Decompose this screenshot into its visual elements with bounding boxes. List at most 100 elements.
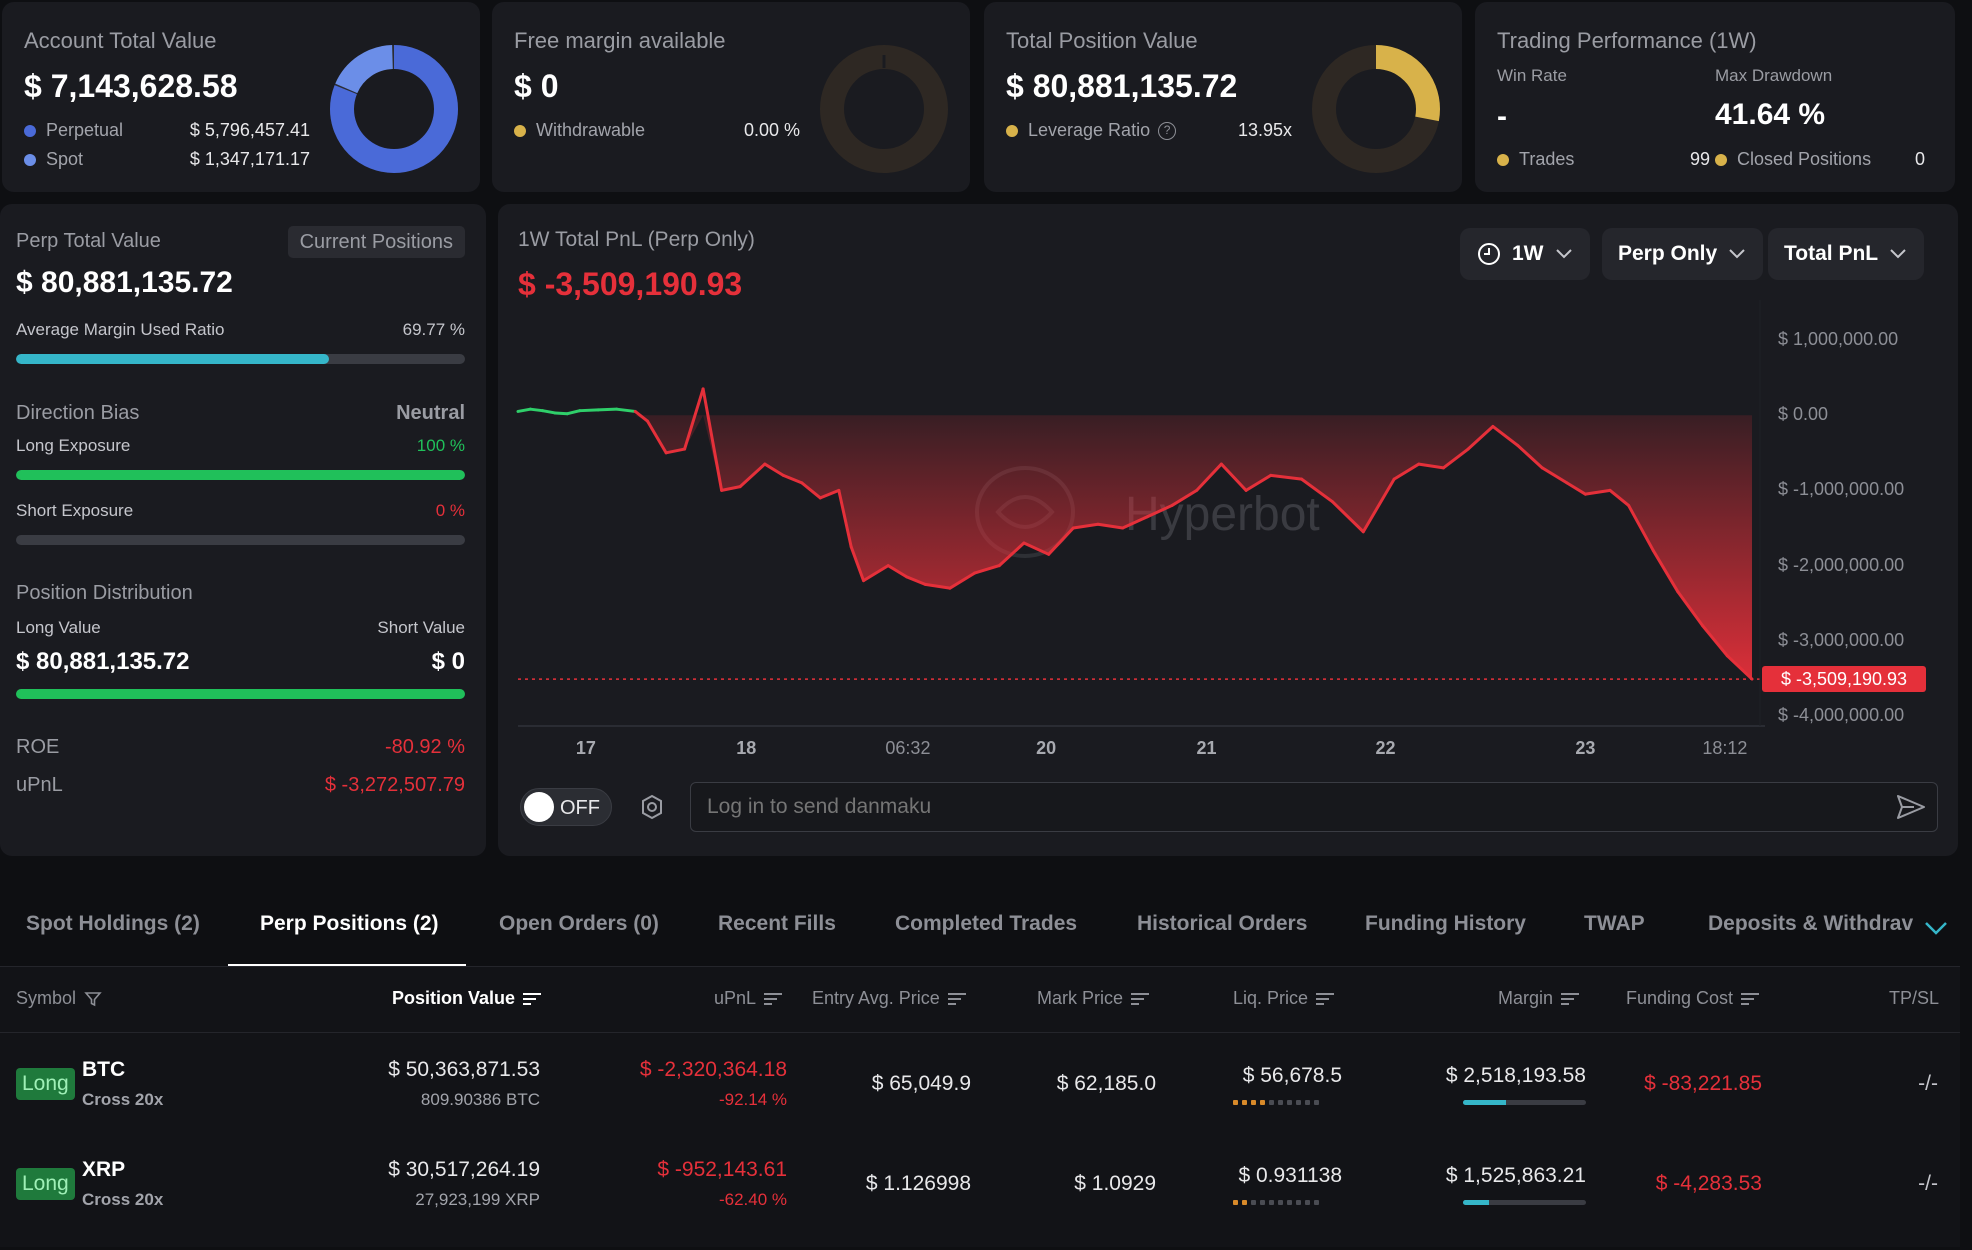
th-symbol-label: Symbol — [16, 988, 77, 1008]
performance-title: Trading Performance (1W) — [1497, 28, 1757, 53]
th-position-value[interactable]: Position Value — [392, 988, 542, 1009]
risk-dot — [1287, 1200, 1292, 1205]
th-symbol[interactable]: Symbol — [16, 988, 102, 1009]
account-total-value: $ 7,143,628.58 — [24, 68, 238, 104]
legend-closed-positions: Closed Positions — [1715, 149, 1871, 170]
danmaku-input[interactable] — [707, 793, 1857, 821]
tab-completed-trades[interactable]: Completed Trades — [895, 912, 1078, 935]
margin-mode: Cross 20x — [82, 1090, 164, 1109]
th-margin[interactable]: Margin — [1498, 988, 1580, 1009]
liq-risk-indicator — [1233, 1100, 1319, 1105]
y-tick-label: $ 1,000,000.00 — [1778, 329, 1899, 349]
perpetual-value: $ 5,796,457.41 — [189, 120, 310, 140]
tab-historical-orders[interactable]: Historical Orders — [1137, 912, 1308, 935]
upnl-value: $ -3,272,507.79 — [324, 774, 465, 796]
long-exposure-bar-fill — [16, 470, 465, 480]
th-mark-label: Mark Price — [1037, 988, 1124, 1008]
chevron-down-icon — [1729, 249, 1745, 259]
th-entry[interactable]: Entry Avg. Price — [812, 988, 966, 1009]
x-tick-label: 06:32 — [885, 738, 931, 758]
tab-funding-history[interactable]: Funding History — [1365, 912, 1526, 935]
sort-icon[interactable] — [1131, 992, 1150, 1005]
sort-icon[interactable] — [1561, 992, 1580, 1005]
trades-value: 99 — [1690, 149, 1711, 169]
sort-icon[interactable] — [523, 992, 542, 1005]
margin-mode: Cross 20x — [82, 1190, 164, 1209]
tabs-divider — [0, 966, 1960, 967]
margin-ratio-fill — [1463, 1200, 1489, 1205]
legend-withdrawable: Withdrawable — [514, 120, 645, 141]
tpsl-value[interactable]: -/- — [1918, 1072, 1938, 1095]
risk-dot — [1269, 1200, 1274, 1205]
margin-value: $ 1,525,863.21 — [1445, 1164, 1586, 1187]
tab-perp-positions-2[interactable]: Perp Positions (2) — [260, 912, 439, 935]
chevron-down-icon[interactable] — [1922, 920, 1950, 936]
upnl-percent: -92.14 % — [718, 1090, 787, 1109]
current-positions-button[interactable]: Current Positions — [287, 226, 465, 258]
toggle-label: OFF — [560, 797, 600, 819]
long-value: $ 80,881,135.72 — [16, 648, 190, 675]
upnl-percent: -62.40 % — [718, 1190, 787, 1209]
sort-icon[interactable] — [1316, 992, 1335, 1005]
avg-margin-bar — [16, 354, 465, 364]
tpsl-value[interactable]: -/- — [1918, 1172, 1938, 1195]
metric-dropdown[interactable]: Total PnL — [1768, 228, 1925, 280]
th-upnl-label: uPnL — [714, 988, 757, 1008]
scope-dropdown[interactable]: Perp Only — [1602, 228, 1764, 280]
symbol[interactable]: BTC — [82, 1058, 126, 1081]
tab-deposits-withdrav[interactable]: Deposits & Withdrav — [1708, 912, 1914, 935]
y-tick-label: $ -2,000,000.00 — [1778, 554, 1905, 575]
account-donut-chart — [330, 45, 459, 173]
x-tick-label: 23 — [1575, 738, 1596, 758]
clock-icon — [1478, 243, 1500, 265]
side-badge: Long — [16, 1068, 75, 1100]
risk-dot — [1296, 1100, 1301, 1105]
danmaku-input-box[interactable] — [690, 782, 1938, 832]
closed-value: 0 — [1914, 149, 1925, 169]
risk-dot — [1260, 1200, 1265, 1205]
symbol[interactable]: XRP — [82, 1158, 126, 1181]
entry-price: $ 1.126998 — [865, 1172, 971, 1195]
chevron-down-icon — [1555, 249, 1572, 259]
max-drawdown-value: 41.64 % — [1715, 98, 1826, 131]
tab-recent-fills[interactable]: Recent Fills — [718, 912, 836, 935]
distribution-bar-long — [16, 689, 465, 699]
legend-leverage: Leverage Ratio ? — [1006, 120, 1177, 141]
tab-spot-holdings-2[interactable]: Spot Holdings (2) — [26, 912, 200, 935]
long-exposure-label: Long Exposure — [16, 436, 131, 455]
risk-dot — [1233, 1200, 1238, 1205]
risk-dot — [1305, 1200, 1310, 1205]
danmaku-toggle[interactable]: OFF — [520, 788, 612, 826]
x-tick-label: 18 — [736, 738, 757, 758]
funding-cost: $ -83,221.85 — [1644, 1072, 1762, 1095]
th-upnl[interactable]: uPnL — [714, 988, 783, 1009]
tab-twap[interactable]: TWAP — [1584, 912, 1645, 935]
roe-value: -80.92 % — [384, 736, 465, 758]
th-liq-label: Liq. Price — [1233, 988, 1309, 1008]
th-funding[interactable]: Funding Cost — [1626, 988, 1760, 1009]
sort-icon[interactable] — [1741, 992, 1760, 1005]
settings-icon[interactable] — [638, 793, 666, 821]
pnl-chart-value: $ -3,509,190.93 — [518, 266, 743, 302]
range-dropdown[interactable]: 1W — [1460, 228, 1590, 280]
th-mark[interactable]: Mark Price — [1037, 988, 1150, 1009]
risk-dot — [1278, 1200, 1283, 1205]
risk-dot — [1251, 1200, 1256, 1205]
withdrawable-label: Withdrawable — [536, 120, 646, 140]
sort-icon[interactable] — [947, 992, 966, 1005]
upnl-value: $ -2,320,364.18 — [639, 1058, 787, 1081]
th-liq[interactable]: Liq. Price — [1233, 988, 1335, 1009]
tab-open-orders-0[interactable]: Open Orders (0) — [499, 912, 659, 935]
risk-dot — [1251, 1100, 1256, 1105]
send-icon[interactable] — [1895, 791, 1927, 823]
th-margin-label: Margin — [1498, 988, 1554, 1008]
margin-ratio-fill — [1463, 1100, 1507, 1105]
margin-value: $ 2,518,193.58 — [1445, 1064, 1586, 1087]
last-value-tag: $ -3,509,190.93 — [1762, 666, 1926, 693]
leverage-value: 13.95x — [1237, 120, 1292, 140]
filter-icon[interactable] — [84, 990, 102, 1008]
help-icon[interactable]: ? — [1158, 121, 1177, 140]
sort-icon[interactable] — [764, 992, 783, 1005]
risk-dot — [1278, 1100, 1283, 1105]
free-margin-title: Free margin available — [514, 28, 726, 53]
